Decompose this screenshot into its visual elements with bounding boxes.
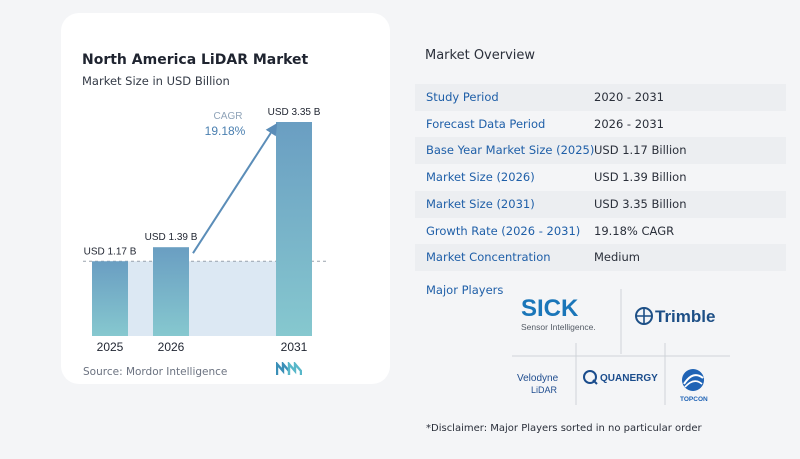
- quanergy-icon: [583, 370, 598, 385]
- data-label: USD 1.17 B: [84, 246, 137, 257]
- overview-row: Base Year Market Size (2025) USD 1.17 Bil…: [415, 137, 786, 165]
- cagr-arrow: [192, 122, 278, 254]
- overview-key: Base Year Market Size (2025): [426, 143, 595, 158]
- overview-key: Market Size (2031): [426, 196, 535, 211]
- overview-key: Market Size (2026): [426, 170, 535, 185]
- overview-row: Market Concentration Medium: [415, 244, 786, 272]
- quanergy-logo: QUANERGY: [600, 373, 658, 384]
- overview-key: Growth Rate (2026 - 2031): [426, 223, 581, 238]
- overview-value: 2026 - 2031: [594, 116, 664, 131]
- baseline-band: [110, 261, 294, 336]
- overview-value: 19.18% CAGR: [594, 223, 675, 238]
- bar-2026: [153, 247, 189, 336]
- cagr-value: 19.18%: [205, 124, 246, 138]
- overview-value: 2020 - 2031: [594, 90, 664, 104]
- overview-title: Market Overview: [425, 48, 536, 63]
- overview-row: Study Period 2020 - 2031: [415, 84, 786, 111]
- bar-2025: [92, 261, 128, 336]
- bar-2031: [276, 122, 312, 336]
- overview-value: USD 3.35 Billion: [594, 196, 687, 211]
- trimble-globe-icon: [635, 307, 653, 325]
- chart-subtitle: Market Size in USD Billion: [82, 74, 230, 88]
- overview-key: Forecast Data Period: [426, 116, 546, 131]
- overview-value: Medium: [594, 250, 640, 265]
- overview-row: Forecast Data Period 2026 - 2031: [415, 111, 786, 138]
- mordor-intelligence-logo-icon: [276, 362, 302, 375]
- data-label: USD 3.35 B: [268, 107, 321, 118]
- data-label: USD 1.39 B: [145, 232, 198, 243]
- disclaimer: *Disclaimer: Major Players sorted in no …: [426, 423, 702, 434]
- x-tick-label: 2026: [158, 340, 185, 354]
- cagr-label: CAGR: [214, 111, 243, 122]
- overview-key: Study Period: [426, 90, 499, 104]
- overview-row: Market Size (2031) USD 3.35 Billion: [415, 190, 786, 218]
- topcon-logo: TOPCON: [680, 396, 708, 403]
- x-tick-label: 2031: [281, 340, 308, 354]
- overview-row: Growth Rate (2026 - 2031) 19.18% CAGR: [415, 218, 786, 245]
- overview-row: Market Size (2026) USD 1.39 Billion: [415, 164, 786, 191]
- players-title: Major Players: [426, 283, 504, 297]
- x-tick-label: 2025: [97, 340, 124, 354]
- sick-tagline: Sensor Intelligence.: [521, 322, 596, 332]
- trimble-logo: Trimble: [655, 307, 715, 326]
- overview-key: Market Concentration: [426, 250, 551, 265]
- velodyne-lidar-text: LiDAR: [531, 385, 558, 395]
- topcon-globe-icon: [682, 369, 704, 391]
- overview-value: USD 1.17 Billion: [594, 143, 687, 158]
- sick-logo: SICK: [521, 295, 579, 322]
- source-note: Source: Mordor Intelligence: [83, 366, 228, 378]
- chart-title: North America LiDAR Market: [82, 52, 309, 68]
- velodyne-logo: Velodyne: [517, 373, 559, 384]
- overview-value: USD 1.39 Billion: [594, 170, 687, 185]
